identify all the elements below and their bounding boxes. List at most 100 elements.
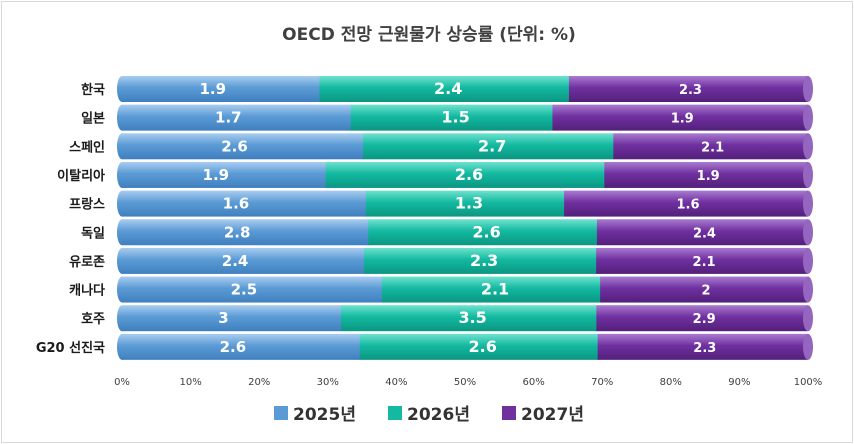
bar-segment-2026년 [359, 333, 598, 360]
data-label: 2.5 [231, 281, 258, 299]
data-label: 1.9 [203, 166, 230, 184]
data-label: 2.4 [693, 226, 716, 241]
bar-segment-cap [803, 276, 813, 303]
bar-segment-2025년 [122, 276, 382, 303]
plot-area: 한국 1.9 2.4 2.3 일본 1.7 1.5 1.9 스페인 2.6 2.7 2.1 이탈리아 1.… [36, 76, 822, 388]
category-label: 유로존 [69, 255, 105, 270]
bar-left-cap [117, 305, 127, 332]
data-label: 2.4 [434, 79, 462, 98]
data-label: 2.3 [693, 341, 716, 356]
bar-row: 한국 1.9 2.4 2.3 [81, 76, 813, 102]
data-label: 1.9 [199, 80, 226, 98]
legend-label: 2025년 [293, 405, 356, 425]
data-label: 1.9 [697, 169, 720, 184]
x-tick-label: 20% [248, 377, 270, 388]
data-label: 3.5 [458, 308, 486, 327]
category-label: 스페인 [69, 139, 105, 155]
bar-segment-cap [803, 190, 813, 217]
bar-segment-2025년 [122, 305, 341, 332]
bar-segment-2025년 [122, 133, 364, 160]
bar-segment-2027년 [596, 305, 808, 332]
data-label: 2.1 [701, 140, 724, 155]
x-tick-label: 70% [591, 377, 613, 388]
data-label: 2.4 [222, 252, 249, 270]
x-tick-label: 50% [454, 377, 476, 388]
bar-segment-cap [803, 219, 813, 246]
bar-segment-2025년 [122, 104, 351, 131]
bar-segment-2027년 [568, 76, 808, 102]
category-label: 독일 [81, 226, 105, 241]
bar-segment-2027년 [564, 190, 808, 217]
data-label: 1.5 [441, 108, 469, 127]
bar-segment-2025년 [122, 190, 366, 217]
category-label: 프랑스 [69, 198, 105, 213]
category-label: 호주 [81, 312, 105, 327]
data-label: 3 [218, 309, 228, 327]
legend-item: 2025년 [274, 405, 356, 425]
bar-row: 캐나다 2.5 2.1 2 [69, 276, 813, 303]
data-label: 2.3 [470, 251, 498, 270]
bar-segment-2027년 [600, 276, 808, 303]
bar-segment-2026년 [350, 104, 553, 131]
x-tick-label: 40% [385, 377, 407, 388]
x-tick-label: 60% [522, 377, 544, 388]
data-label: 2.7 [478, 136, 506, 155]
bar-left-cap [117, 219, 127, 246]
bar-segment-2026년 [381, 276, 601, 303]
bar-segment-2027년 [552, 104, 808, 131]
legend-item: 2027년 [502, 405, 584, 425]
bar-row: 이탈리아 1.9 2.6 1.9 [57, 161, 813, 188]
bar-segment-2027년 [596, 247, 808, 274]
legend-item: 2026년 [388, 405, 470, 425]
bar-segment-2025년 [122, 247, 365, 274]
data-label: 2.6 [472, 222, 500, 241]
category-label: 일본 [81, 112, 105, 127]
bar-segment-cap [803, 333, 813, 360]
x-tick-label: 90% [728, 377, 750, 388]
bar-segment-2025년 [122, 161, 326, 188]
data-label: 1.3 [455, 194, 483, 213]
x-tick-label: 10% [179, 377, 201, 388]
data-label: 2 [702, 284, 711, 299]
x-tick-label: 30% [317, 377, 339, 388]
x-tick-label: 100% [794, 377, 823, 388]
bar-left-cap [117, 333, 127, 360]
bar-segment-2026년 [319, 76, 569, 102]
data-label: 2.6 [220, 338, 247, 356]
category-label: 캐나다 [69, 283, 105, 299]
legend: 2025년 2026년 2027년 [274, 405, 584, 425]
legend-swatch [502, 406, 516, 420]
bar-row: 호주 3 3.5 2.9 [81, 305, 813, 332]
bar-row: 유로존 2.4 2.3 2.1 [69, 247, 813, 274]
data-label: 2.3 [679, 83, 702, 98]
bar-segment-cap [803, 305, 813, 332]
legend-swatch [388, 406, 402, 420]
data-label: 2.6 [469, 337, 497, 356]
bar-segment-2027년 [597, 333, 808, 360]
data-label: 1.6 [677, 198, 700, 213]
data-label: 2.1 [693, 255, 716, 270]
data-label: 2.1 [481, 280, 509, 299]
bar-left-cap [117, 190, 127, 217]
bar-row: G20 선진국 2.6 2.6 2.3 [36, 333, 813, 360]
bar-left-cap [117, 276, 127, 303]
bar-segment-cap [803, 133, 813, 160]
bar-left-cap [117, 133, 127, 160]
data-label: 2.8 [224, 223, 251, 241]
bar-row: 프랑스 1.6 1.3 1.6 [69, 190, 813, 217]
bar-segment-2027년 [604, 161, 808, 188]
bar-segment-2026년 [363, 133, 614, 160]
bar-segment-2026년 [340, 305, 597, 332]
bar-left-cap [117, 76, 127, 102]
bar-segment-cap [803, 76, 813, 102]
bar-segment-2025년 [122, 333, 360, 360]
bar-segment-2027년 [613, 133, 808, 160]
bar-segment-2026년 [364, 247, 597, 274]
bar-segment-2025년 [122, 219, 369, 246]
x-tick-label: 0% [114, 377, 130, 388]
legend-label: 2027년 [521, 405, 584, 425]
bar-segment-cap [803, 247, 813, 274]
data-label: 2.6 [455, 165, 483, 184]
data-label: 1.6 [223, 195, 250, 213]
